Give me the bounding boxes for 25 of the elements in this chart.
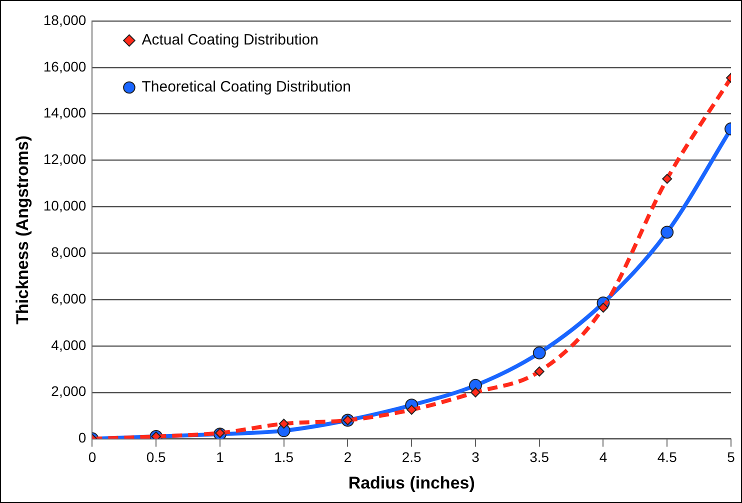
y-tick-label: 14,000 <box>43 104 86 121</box>
x-tick-label: 0 <box>88 449 96 466</box>
x-tick-label: 3 <box>472 449 480 466</box>
y-tick-label: 2,000 <box>51 383 86 400</box>
x-tick-label: 1 <box>216 449 224 466</box>
x-axis-title: Radius (inches) <box>348 473 475 492</box>
x-tick-label: 4 <box>599 449 608 466</box>
y-tick-label: 16,000 <box>43 58 86 74</box>
x-tick-label: 1.5 <box>274 449 294 466</box>
x-tick-label: 0.5 <box>146 449 166 466</box>
y-tick-label: 12,000 <box>43 151 86 168</box>
legend-label: Actual Coating Distribution <box>142 32 318 49</box>
legend-label: Theoretical Coating Distribution <box>142 78 351 96</box>
y-tick-label: 4,000 <box>51 336 86 353</box>
x-tick-label: 3.5 <box>530 449 550 466</box>
y-tick-label: 6,000 <box>51 290 86 306</box>
y-axis-title: Thickness (Angstroms) <box>12 135 32 324</box>
x-tick-label: 2.5 <box>402 449 422 466</box>
x-tick-label: 5 <box>727 449 736 466</box>
y-tick-label: 10,000 <box>43 198 86 214</box>
y-tick-label: 0 <box>78 430 86 446</box>
x-tick-label: 4.5 <box>657 449 678 466</box>
y-tick-label: 8,000 <box>51 244 86 260</box>
y-tick-label: 18,000 <box>43 12 86 28</box>
x-tick-label: 2 <box>344 449 352 466</box>
